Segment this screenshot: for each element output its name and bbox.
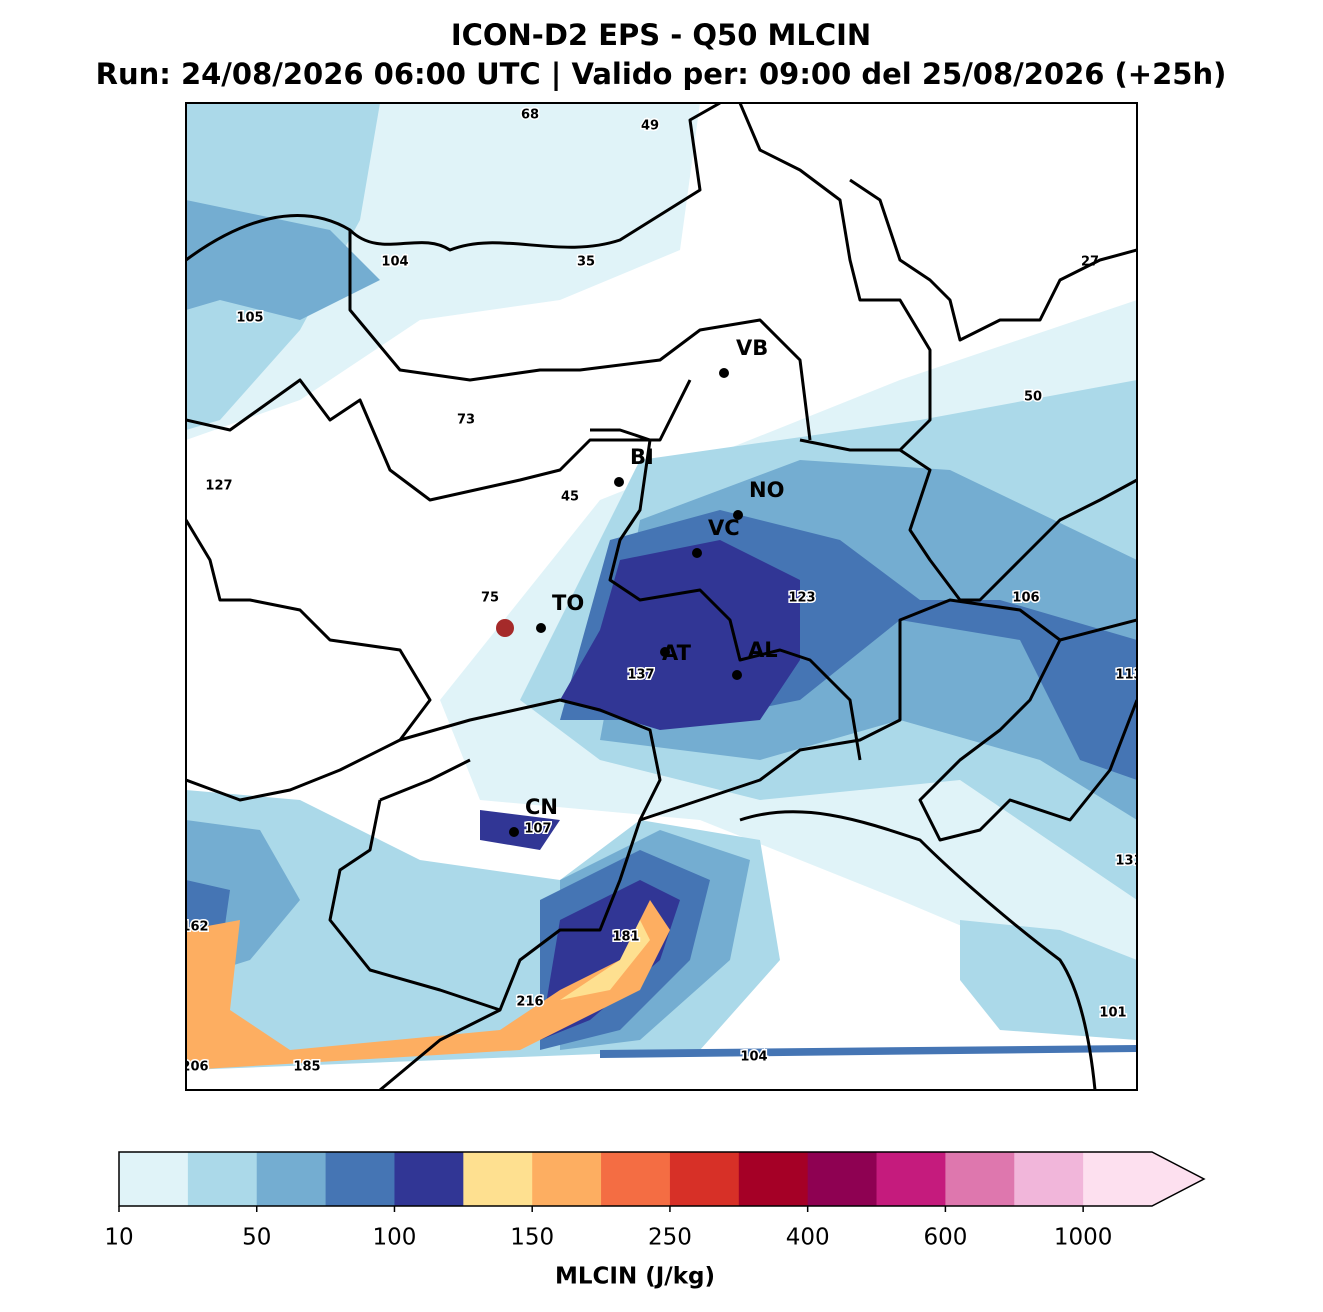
colorbar-swatch bbox=[256, 1152, 327, 1206]
colorbar: 10 50 100 150 250 400 600 1000 bbox=[104, 1151, 1206, 1251]
colorbar-tick-label: 150 bbox=[510, 1225, 554, 1251]
city-dot bbox=[614, 477, 624, 487]
value-label: 75 bbox=[481, 591, 499, 606]
colorbar-tick-label: 600 bbox=[923, 1225, 967, 1251]
value-label: 113 bbox=[1115, 668, 1142, 683]
city-dot bbox=[509, 827, 519, 837]
city-label: NO bbox=[749, 478, 784, 502]
city-dot bbox=[536, 623, 546, 633]
value-label: 35 bbox=[577, 255, 595, 270]
value-label: 104 bbox=[381, 255, 408, 270]
city-label: AT bbox=[662, 641, 692, 665]
colorbar-swatch bbox=[1014, 1152, 1084, 1206]
value-label: 185 bbox=[293, 1060, 320, 1075]
colorbar-swatch bbox=[876, 1152, 946, 1206]
value-label: 101 bbox=[1099, 1006, 1126, 1021]
colorbar-outline bbox=[118, 1151, 1206, 1207]
value-label: 206 bbox=[181, 1060, 208, 1075]
colorbar-tick-label: 250 bbox=[648, 1225, 692, 1251]
colorbar-swatch bbox=[532, 1152, 602, 1206]
borders bbox=[186, 103, 1137, 1090]
cin-area bbox=[560, 920, 650, 1000]
map-frame bbox=[185, 102, 1138, 1091]
value-label: 104 bbox=[740, 1050, 767, 1065]
city-dot bbox=[719, 368, 729, 378]
title: ICON-D2 EPS - Q50 MLCIN bbox=[451, 18, 871, 52]
value-label: 107 bbox=[524, 822, 551, 837]
city-label: VC bbox=[708, 516, 740, 540]
value-label: 49 bbox=[641, 119, 659, 134]
value-label: 105 bbox=[236, 311, 263, 326]
value-label: 73 bbox=[457, 413, 475, 428]
city-dot bbox=[733, 510, 743, 520]
subtitle: Run: 24/08/2026 06:00 UTC | Valido per: … bbox=[96, 57, 1227, 91]
colorbar-swatch bbox=[463, 1152, 533, 1206]
cin-area bbox=[186, 900, 670, 1070]
cin-area bbox=[960, 920, 1137, 1040]
colorbar-tick-label: 50 bbox=[242, 1225, 271, 1251]
value-label: 68 bbox=[521, 108, 539, 123]
colorbar-swatch bbox=[669, 1152, 740, 1206]
value-label: 162 bbox=[181, 920, 208, 935]
colorbar-swatch bbox=[1083, 1152, 1204, 1206]
colorbar-swatch bbox=[738, 1152, 809, 1206]
value-label: 137 bbox=[627, 668, 654, 683]
colorbar-swatch bbox=[119, 1152, 189, 1206]
city-label: CN bbox=[525, 795, 558, 819]
city-dot bbox=[732, 670, 742, 680]
colorbar-swatch bbox=[601, 1152, 671, 1206]
colorbar-tick-label: 10 bbox=[104, 1225, 133, 1251]
cin-area bbox=[600, 1045, 1137, 1058]
value-label: 123 bbox=[788, 591, 815, 606]
value-label: 127 bbox=[205, 479, 232, 494]
colorbar-swatch bbox=[394, 1152, 464, 1206]
colorbar-tick-label: 100 bbox=[373, 1225, 417, 1251]
colorbar-tick-label: 400 bbox=[786, 1225, 830, 1251]
value-label: 106 bbox=[1012, 591, 1039, 606]
colorbar-swatch bbox=[187, 1152, 258, 1206]
city-label: TO bbox=[552, 591, 584, 615]
colorbar-label: MLCIN (J/kg) bbox=[555, 1264, 715, 1290]
value-label: 131 bbox=[1115, 854, 1142, 869]
colorbar-swatch bbox=[807, 1152, 878, 1206]
colorbar-swatch bbox=[945, 1152, 1015, 1206]
value-label: 45 bbox=[561, 490, 579, 505]
value-label: 216 bbox=[516, 995, 543, 1010]
city-dot bbox=[660, 647, 670, 657]
city-label: VB bbox=[736, 336, 768, 360]
colorbar-swatch bbox=[325, 1152, 395, 1206]
value-label: 181 bbox=[612, 930, 639, 945]
value-label: 50 bbox=[1024, 390, 1042, 405]
city-dot bbox=[692, 548, 702, 558]
colorbar-tick-label: 1000 bbox=[1054, 1225, 1113, 1251]
marker bbox=[496, 619, 514, 637]
